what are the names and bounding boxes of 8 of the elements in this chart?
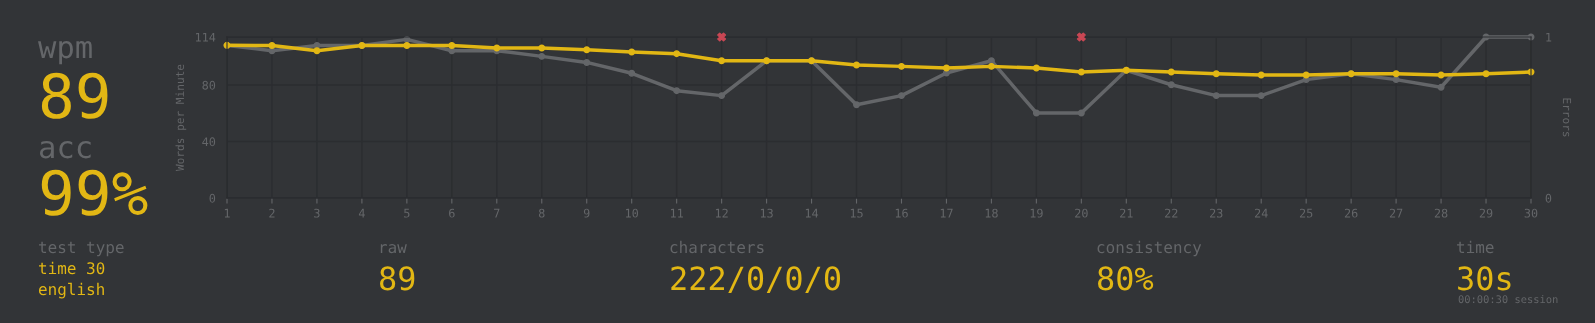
text: 89 <box>41 72 108 119</box>
text: 99% <box>41 169 148 216</box>
text: time 30 <box>39 261 105 275</box>
text: english <box>38 282 104 299</box>
text: 222/0/0/0 <box>671 266 841 293</box>
text: 30s <box>1458 266 1511 291</box>
text: 80% <box>1098 266 1154 291</box>
text: 89 <box>380 266 415 291</box>
